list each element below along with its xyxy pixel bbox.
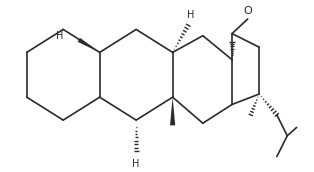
Polygon shape: [170, 97, 175, 125]
Text: H: H: [133, 159, 140, 169]
Text: O: O: [243, 6, 252, 16]
Polygon shape: [78, 38, 100, 52]
Text: H: H: [187, 10, 194, 20]
Text: H: H: [56, 31, 63, 41]
